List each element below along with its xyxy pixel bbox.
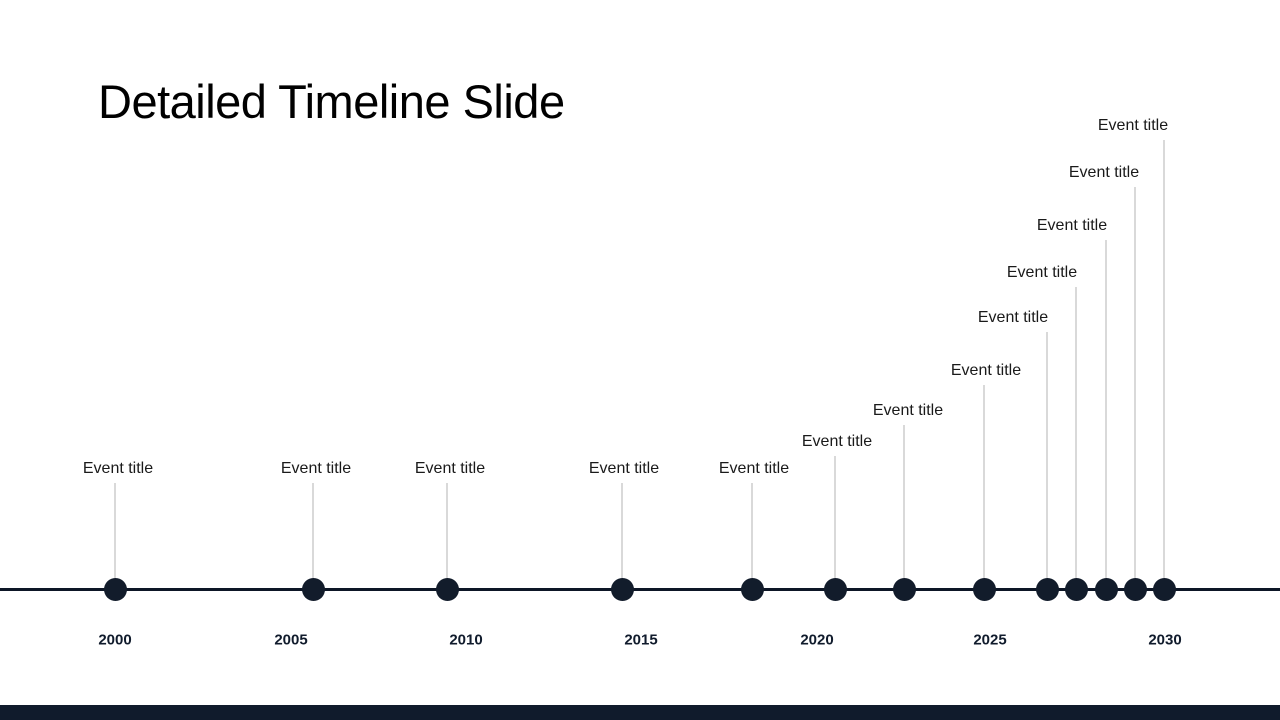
event-title-label: Event title (280, 460, 352, 477)
event-marker-dot (103, 577, 127, 601)
event-title-label: Event title (950, 362, 1022, 379)
year-tick-label: 2010 (449, 631, 483, 649)
event-title-label: Event title (977, 309, 1049, 326)
event-marker-dot (1035, 577, 1059, 601)
event-connector-line (903, 425, 905, 589)
event-marker-dot (1064, 577, 1088, 601)
year-tick-label: 2025 (973, 631, 1007, 649)
event-connector-line (446, 483, 448, 589)
event-title-label: Event title (82, 460, 154, 477)
event-connector-line (114, 483, 116, 589)
event-connector-line (983, 385, 985, 589)
event-title-label: Event title (588, 460, 660, 477)
event-connector-line (834, 456, 836, 589)
event-connector-line (621, 483, 623, 589)
event-title-label: Event title (1068, 164, 1140, 181)
event-title-label: Event title (801, 433, 873, 450)
footer-accent-bar (0, 705, 1280, 720)
event-marker-dot (892, 577, 916, 601)
year-tick-label: 2030 (1148, 631, 1182, 649)
year-tick-label: 2000 (98, 631, 132, 649)
year-tick-label: 2015 (624, 631, 658, 649)
event-connector-line (1075, 287, 1077, 589)
year-tick-label: 2005 (274, 631, 308, 649)
event-connector-line (1134, 187, 1136, 589)
event-marker-dot (610, 577, 634, 601)
event-title-label: Event title (414, 460, 486, 477)
event-marker-dot (1094, 577, 1118, 601)
event-connector-line (1046, 332, 1048, 589)
event-marker-dot (972, 577, 996, 601)
timeline-axis (0, 587, 1280, 591)
event-marker-dot (435, 577, 459, 601)
event-marker-dot (1123, 577, 1147, 601)
event-marker-dot (740, 577, 764, 601)
year-tick-label: 2020 (800, 631, 834, 649)
event-connector-line (751, 483, 753, 589)
event-title-label: Event title (718, 460, 790, 477)
event-title-label: Event title (872, 402, 944, 419)
event-title-label: Event title (1097, 117, 1169, 134)
event-marker-dot (301, 577, 325, 601)
event-title-label: Event title (1036, 217, 1108, 234)
event-connector-line (1105, 240, 1107, 589)
slide-title: Detailed Timeline Slide (98, 75, 565, 128)
event-title-label: Event title (1006, 264, 1078, 281)
event-marker-dot (823, 577, 847, 601)
event-connector-line (1163, 140, 1165, 589)
event-connector-line (312, 483, 314, 589)
event-marker-dot (1152, 577, 1176, 601)
